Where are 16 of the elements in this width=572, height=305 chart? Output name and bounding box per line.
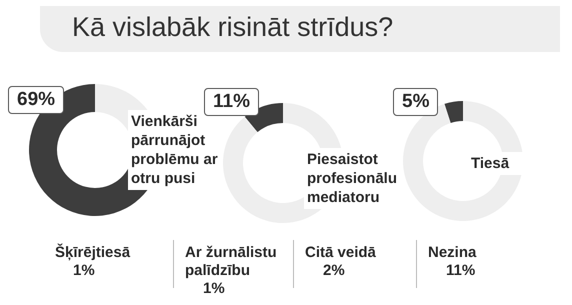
data-label: 11% [204, 88, 259, 116]
text: Kā vislabāk risināt strīdus? [72, 12, 394, 43]
data-label: 69% [8, 86, 64, 114]
category-label: Ar žurnālistu palīdzību [185, 244, 278, 280]
text: 1% [73, 262, 95, 279]
text: Vienkārši pārrunājot problēmu ar otru pusi [131, 113, 218, 187]
text: Tiesā [468, 152, 554, 175]
text: Piesaistot profesionālu mediatoru [304, 148, 422, 209]
category-label: Nezina [428, 244, 478, 262]
text: 2% [323, 262, 345, 279]
category-label: Citā veidā [305, 244, 377, 262]
text: 1% [203, 280, 225, 297]
donut-slice [444, 101, 463, 123]
text: 11% [446, 262, 476, 279]
data-label: 5% [393, 88, 438, 116]
category-label: Šķīrējtiesā [55, 244, 132, 262]
